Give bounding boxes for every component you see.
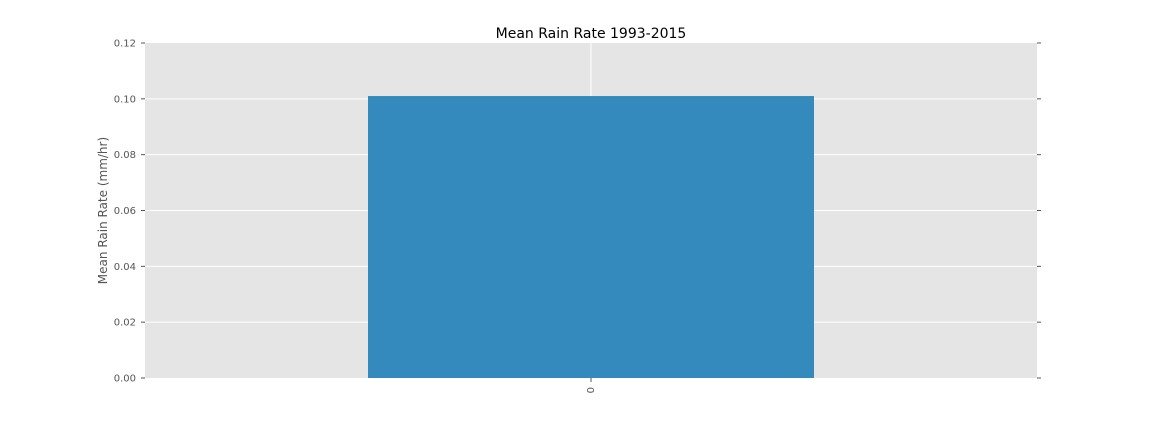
- y-tick-label: 0.02: [114, 318, 136, 329]
- y-tick-label: 0.06: [114, 206, 136, 217]
- bar-0: [368, 96, 814, 379]
- x-tick-label: 0: [586, 387, 597, 393]
- y-tick-label: 0.08: [114, 150, 136, 161]
- bars: [368, 96, 814, 379]
- y-axis-label: Mean Rain Rate (mm/hr): [96, 137, 110, 284]
- y-tick-label: 0.10: [114, 94, 136, 105]
- y-tick-label: 0.12: [114, 39, 136, 50]
- axis-ticks: 0.00 0.02 0.04 0.06 0.08 0.10 0.12 0: [114, 39, 1041, 393]
- chart-title: Mean Rain Rate 1993-2015: [496, 26, 687, 42]
- y-tick-label: 0.00: [114, 374, 136, 385]
- y-tick-label: 0.04: [114, 262, 136, 273]
